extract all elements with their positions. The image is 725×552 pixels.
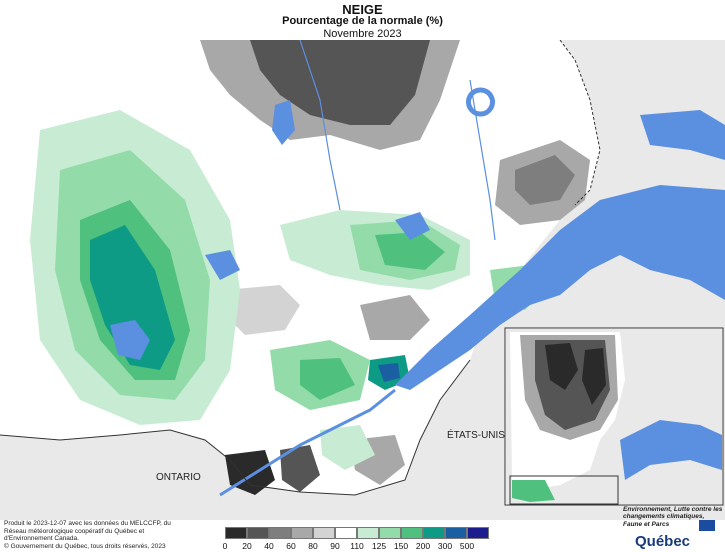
legend-swatch xyxy=(247,527,269,539)
fleur-de-lis-flag-icon xyxy=(699,520,715,531)
map-period: Novembre 2023 xyxy=(323,28,402,40)
legend-swatch xyxy=(335,527,357,539)
legend-tick-label: 20 xyxy=(242,541,252,551)
inset-darkest xyxy=(545,343,578,390)
legend-swatch xyxy=(423,527,445,539)
lake-small xyxy=(205,250,240,280)
legend-swatch xyxy=(357,527,379,539)
legend-tick-label: 500 xyxy=(459,541,475,551)
inset-zoom-box xyxy=(509,475,619,505)
legend-tick-label: 110 xyxy=(350,541,364,551)
snow-map xyxy=(0,40,725,520)
zone-lac-grey xyxy=(360,295,430,340)
ottawa-river xyxy=(219,388,396,497)
legend-tick-label: 200 xyxy=(415,541,431,551)
inset-water xyxy=(620,420,722,480)
legend-tick-label: 40 xyxy=(264,541,274,551)
inset-map xyxy=(504,327,724,506)
st-lawrence xyxy=(395,185,725,390)
legend-tick-label: 0 xyxy=(222,541,228,551)
legend-tick-label: 300 xyxy=(437,541,453,551)
lake-mistassini xyxy=(272,100,295,145)
lake-manicouagan xyxy=(466,87,495,117)
label-etats-unis: ÉTATS-UNIS xyxy=(447,430,505,441)
zone-south-dark2 xyxy=(280,445,320,492)
zone-northeast-dark xyxy=(515,155,575,205)
legend-tick-label: 90 xyxy=(330,541,340,551)
legend-swatch xyxy=(313,527,335,539)
legend-tick-label: 125 xyxy=(371,541,387,551)
map-subtitle: Pourcentage de la normale (%) xyxy=(282,15,443,27)
legend-swatch xyxy=(269,527,291,539)
zone-center-green-dark xyxy=(375,232,445,270)
ministry-name: Environnement, Lutte contre les changeme… xyxy=(623,506,723,528)
production-credits: Produit le 2023-12-07 avec les données d… xyxy=(4,520,171,543)
legend-swatch xyxy=(379,527,401,539)
inset-green xyxy=(512,480,555,502)
river-east xyxy=(469,79,496,241)
legend-swatch xyxy=(401,527,423,539)
legend-tick-label: 60 xyxy=(286,541,296,551)
river-north xyxy=(299,40,341,211)
legend-swatch xyxy=(225,527,247,539)
lake-west xyxy=(110,320,150,360)
legend-swatch xyxy=(445,527,467,539)
copyright-notice: © Gouvernement du Québec, tous droits ré… xyxy=(4,543,166,550)
quebec-logo: Environnement, Lutte contre les changeme… xyxy=(615,503,723,552)
zone-southeast-green xyxy=(320,425,375,470)
label-ontario: ONTARIO xyxy=(156,472,201,483)
legend-tick-label: 150 xyxy=(393,541,409,551)
legend-swatch xyxy=(291,527,313,539)
legend-tick-label: 80 xyxy=(308,541,318,551)
quebec-border xyxy=(0,359,471,496)
labrador-border xyxy=(559,40,601,206)
inset-darkest2 xyxy=(582,348,606,405)
zone-northern-darker xyxy=(250,40,430,125)
zone-south-green-dark xyxy=(300,358,355,400)
lake-st-jean xyxy=(395,212,430,240)
legend-swatch xyxy=(467,527,489,539)
zone-central-grey xyxy=(225,285,300,335)
map-title: NEIGE xyxy=(342,2,383,17)
zone-quebec-darkblue xyxy=(378,363,400,382)
gulf-east xyxy=(640,110,725,160)
zone-west-teal xyxy=(90,225,175,370)
logo-wordmark: Québec xyxy=(635,533,691,550)
